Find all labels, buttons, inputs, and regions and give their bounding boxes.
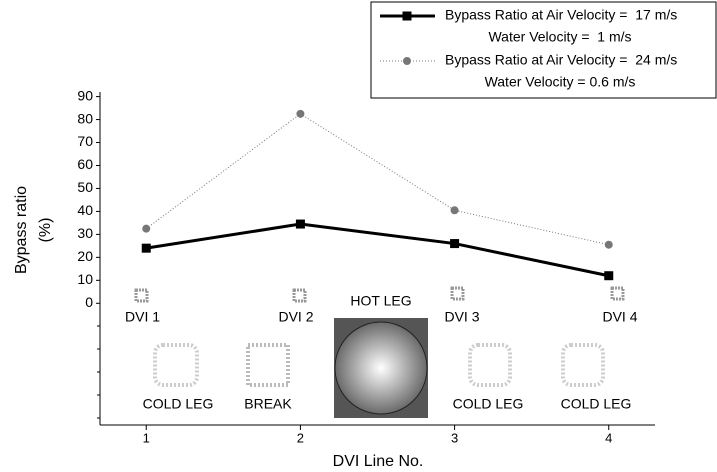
y-tick-label: 60 (77, 156, 93, 172)
x-tick-label: 3 (451, 430, 458, 445)
y-tick-label: 30 (77, 225, 93, 241)
diagram-label: DVI 4 (602, 309, 637, 325)
data-point (604, 240, 613, 249)
y-tick-label: 80 (77, 110, 93, 126)
y-tick-label: 40 (77, 202, 93, 218)
y-axis-label: Bypass ratio (13, 186, 30, 274)
x-tick-label: 2 (297, 430, 304, 445)
diagram-label: DVI 2 (278, 309, 313, 325)
diagram-label: COLD LEG (453, 396, 524, 412)
diagram-label: DVI 1 (125, 309, 160, 325)
y-tick-label: 20 (77, 248, 93, 264)
data-point (450, 206, 459, 215)
legend-label: Bypass Ratio at Air Velocity = 17 m/s (445, 7, 677, 23)
y-axis-label: (%) (37, 218, 54, 243)
dvi-icon (134, 288, 149, 303)
cold-leg-icon (468, 343, 512, 387)
legend-label: Bypass Ratio at Air Velocity = 24 m/s (445, 52, 677, 68)
y-tick-label: 50 (77, 179, 93, 195)
x-axis-label: DVI Line No. (333, 453, 424, 470)
diagram-label: HOT LEG (350, 293, 411, 309)
y-tick-label: 10 (77, 271, 93, 287)
legend-box (370, 1, 717, 99)
legend-marker (402, 11, 412, 21)
x-tick-label: 4 (605, 430, 612, 445)
legend-label: Water Velocity = 0.6 m/s (485, 74, 636, 90)
y-tick-label: 90 (77, 87, 93, 103)
series-line (146, 222, 610, 278)
data-point (604, 271, 614, 281)
diagram: DVI 1 DVI 2 HOT LEG DVI 3 DVI 4 COLD LEG… (125, 286, 638, 418)
diagram-label: COLD LEG (561, 396, 632, 412)
data-point (450, 239, 460, 249)
data-point (141, 243, 151, 253)
dvi-icon (292, 288, 307, 303)
dvi-icon (450, 286, 465, 301)
legend-marker (403, 57, 411, 65)
series-line (145, 113, 609, 246)
cold-leg-icon (561, 343, 605, 387)
hot-leg-icon (334, 321, 428, 415)
x-tick-label: 1 (143, 430, 150, 445)
data-point (295, 219, 305, 229)
data-point (296, 109, 305, 118)
y-tick-label: 0 (85, 294, 93, 310)
diagram-label: DVI 3 (444, 309, 479, 325)
cold-leg-icon (153, 343, 199, 387)
data-point (142, 224, 151, 233)
diagram-label: BREAK (244, 396, 292, 412)
y-tick-label: 70 (77, 133, 93, 149)
break-icon (246, 343, 290, 387)
legend-label: Water Velocity = 1 m/s (488, 29, 631, 45)
diagram-label: COLD LEG (143, 396, 214, 412)
dvi-icon (610, 286, 625, 301)
